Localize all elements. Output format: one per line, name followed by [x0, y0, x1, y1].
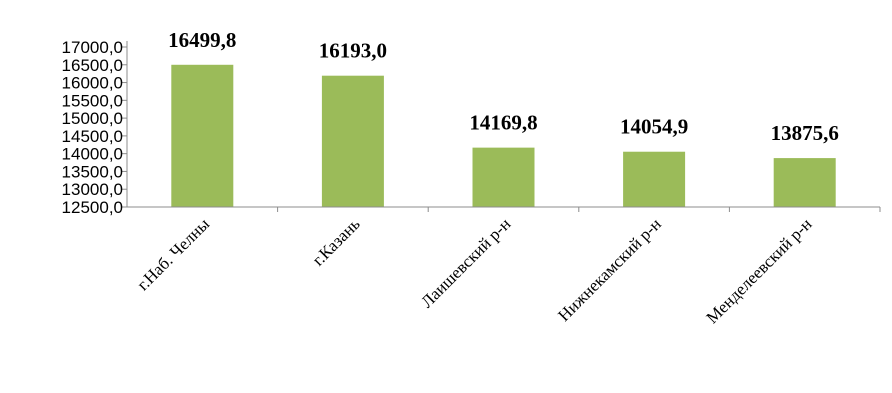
data-label: 14054,9 — [620, 115, 688, 139]
data-labels: 16499,8 16193,0 14169,8 14054,9 13875,6 — [168, 28, 839, 145]
bars — [171, 64, 836, 208]
y-tick-label: 12500,0 — [62, 198, 123, 217]
bar — [623, 151, 686, 207]
y-tick-label: 15500,0 — [62, 91, 123, 110]
data-label: 14169,8 — [469, 111, 537, 135]
x-tick-label: г.Наб. Челны — [133, 214, 213, 294]
y-tick-label: 13000,0 — [62, 180, 123, 199]
y-tick-label: 15000,0 — [62, 109, 123, 128]
y-tick-label: 14500,0 — [62, 127, 123, 146]
bar — [472, 147, 535, 207]
bar — [321, 75, 384, 208]
y-tick-label: 16500,0 — [62, 56, 123, 75]
bar — [773, 158, 836, 207]
x-tick-label: Нижнекамский р-н — [554, 214, 665, 325]
data-label: 16499,8 — [168, 28, 236, 52]
x-tick-label: Менделеевский р-н — [703, 214, 816, 327]
data-label: 13875,6 — [771, 121, 839, 145]
x-tick-label: г.Казань — [309, 214, 364, 269]
y-tick-label: 16000,0 — [62, 74, 123, 93]
x-axis: г.Наб. Челны г.Казань Лаишевский р-н Нижнек… — [127, 206, 881, 327]
y-axis: 12500,013000,013500,014000,014500,015000… — [62, 38, 128, 217]
y-tick-label: 17000,0 — [62, 38, 123, 57]
y-tick-label: 13500,0 — [62, 162, 123, 181]
y-tick-label: 14000,0 — [62, 145, 123, 164]
data-label: 16193,0 — [319, 39, 387, 63]
bar — [171, 64, 234, 208]
x-tick-label: Лаишевский р-н — [417, 214, 514, 311]
